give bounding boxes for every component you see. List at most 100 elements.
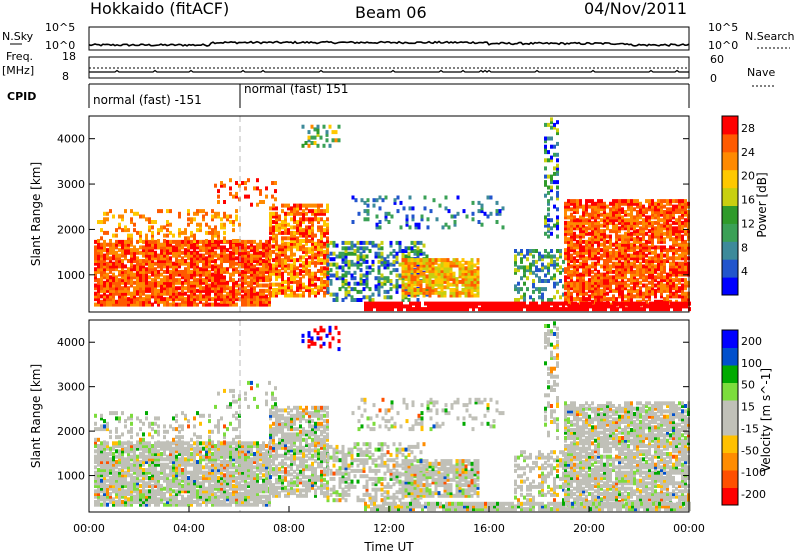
data-cell [633, 237, 636, 242]
data-cell [615, 231, 618, 236]
data-cell [287, 288, 290, 292]
data-cell [564, 210, 567, 214]
data-cell [217, 211, 220, 216]
data-cell [582, 291, 585, 296]
data-cell [148, 460, 151, 464]
data-cell [193, 248, 196, 253]
data-cell [615, 229, 618, 234]
data-cell [121, 452, 124, 456]
data-cell [308, 233, 311, 238]
data-cell [151, 253, 154, 258]
data-cell [290, 274, 293, 279]
data-cell [187, 248, 190, 253]
data-cell [470, 288, 474, 292]
data-cell [588, 272, 591, 277]
data-cell [160, 245, 163, 250]
data-cell [547, 150, 550, 155]
data-cell [657, 210, 660, 214]
data-cell [672, 248, 675, 253]
data-cell [136, 492, 139, 496]
data-cell [94, 500, 97, 504]
data-cell [597, 272, 600, 277]
data-cell [353, 249, 357, 253]
data-cell [178, 272, 181, 277]
data-cell [290, 285, 293, 290]
data-cell [622, 301, 625, 306]
data-cell [666, 226, 669, 231]
data-cell [582, 261, 585, 266]
data-cell [633, 288, 636, 293]
data-cell [576, 264, 579, 269]
data-cell [454, 301, 457, 306]
data-cell [609, 280, 612, 285]
data-cell [109, 497, 112, 502]
data-cell [630, 223, 633, 228]
data-cell [630, 278, 633, 283]
data-cell [648, 229, 651, 234]
data-cell [229, 275, 232, 280]
data-cell [416, 240, 420, 245]
data-cell [100, 444, 103, 448]
data-cell [621, 297, 624, 302]
data-cell [172, 275, 175, 280]
data-cell [594, 286, 597, 291]
data-cell [202, 294, 205, 299]
data-cell [657, 264, 660, 269]
data-cell [157, 460, 160, 464]
data-cell [637, 307, 640, 312]
data-cell [576, 291, 579, 296]
data-cell [672, 242, 675, 247]
data-cell [121, 288, 124, 293]
data-cell [681, 207, 684, 212]
data-cell [618, 264, 621, 269]
data-cell [434, 288, 438, 292]
data-cell [133, 228, 136, 233]
data-cell [314, 241, 317, 246]
data-cell [419, 282, 423, 287]
data-cell [633, 250, 636, 255]
data-cell [205, 242, 208, 247]
data-cell [618, 218, 621, 223]
data-cell [163, 245, 166, 250]
data-cell [573, 201, 576, 206]
data-cell [142, 245, 145, 250]
data-cell [94, 291, 97, 296]
data-cell [109, 242, 112, 247]
data-cell [205, 283, 208, 288]
data-cell [226, 253, 229, 258]
data-cell [205, 222, 208, 227]
data-cell [556, 141, 559, 146]
data-cell [293, 263, 296, 268]
data-cell [157, 476, 160, 480]
data-cell [118, 478, 121, 483]
data-cell [317, 209, 320, 214]
data-cell [139, 280, 142, 285]
data-cell [97, 476, 100, 480]
data-cell [259, 256, 262, 261]
data-cell [535, 259, 538, 264]
data-cell [100, 473, 103, 478]
data-cell [570, 256, 573, 261]
data-cell [169, 275, 172, 280]
data-cell [675, 278, 678, 283]
data-cell [547, 234, 550, 239]
data-cell [603, 294, 606, 299]
data-cell [130, 272, 133, 277]
data-cell [669, 283, 672, 288]
data-cell [133, 286, 136, 291]
data-cell [606, 272, 609, 277]
data-cell [681, 220, 684, 225]
data-cell [627, 291, 630, 296]
data-cell [470, 258, 474, 263]
data-cell [588, 220, 591, 225]
data-cell [148, 259, 151, 263]
data-cell [356, 289, 360, 294]
data-cell [196, 264, 199, 269]
data-cell [308, 288, 311, 292]
data-cell [241, 242, 244, 247]
data-cell [284, 225, 287, 230]
data-cell [347, 246, 351, 251]
data-cell [278, 258, 281, 263]
data-cell [660, 199, 663, 204]
data-cell [404, 285, 408, 290]
